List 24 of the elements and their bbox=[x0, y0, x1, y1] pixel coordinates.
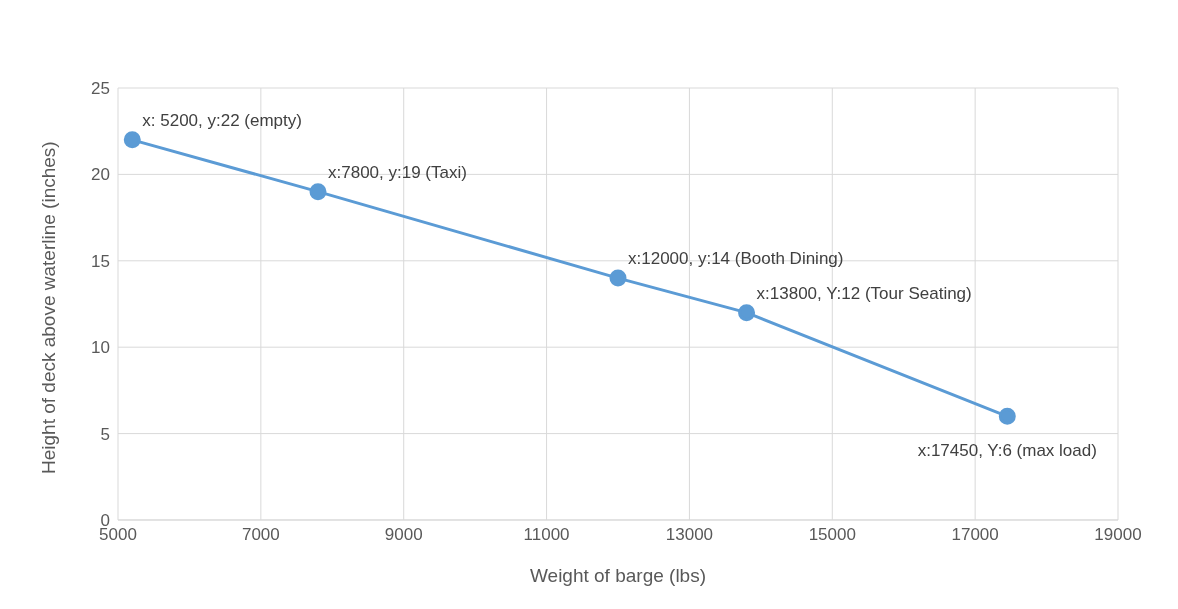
point bbox=[998, 407, 1016, 425]
x-tick-label: 7000 bbox=[241, 525, 280, 545]
y-tick-label: 15 bbox=[91, 251, 110, 271]
y-tick-label: 5 bbox=[100, 424, 110, 444]
annotation: x:7800, y:19 (Taxi) bbox=[328, 162, 467, 182]
y-axis-title: Height of deck above waterline (inches) bbox=[37, 141, 59, 474]
x-tick-label: 15000 bbox=[808, 525, 856, 545]
x-tick-label: 11000 bbox=[523, 525, 570, 545]
x-axis-title: Weight of barge (lbs) bbox=[529, 565, 707, 586]
annotation: x:17450, Y:6 (max load) bbox=[917, 441, 1097, 461]
annotation: x: 5200, y:22 (empty) bbox=[142, 110, 302, 130]
annotation: x:12000, y:14 (Booth Dining) bbox=[628, 249, 844, 269]
point bbox=[609, 269, 627, 287]
y-tick-label: 10 bbox=[91, 338, 110, 358]
x-tick-label: 13000 bbox=[665, 525, 714, 545]
annotation: x:13800, Y:12 (Tour Seating) bbox=[756, 283, 972, 303]
x-tick-label: 17000 bbox=[951, 525, 999, 545]
point bbox=[738, 304, 756, 322]
x-tick-label: 19000 bbox=[1094, 525, 1142, 545]
point bbox=[123, 131, 141, 149]
x-tick-label: 9000 bbox=[384, 525, 423, 545]
point bbox=[309, 183, 327, 201]
y-tick-label: 20 bbox=[91, 165, 110, 185]
y-tick-label: 25 bbox=[91, 79, 110, 99]
